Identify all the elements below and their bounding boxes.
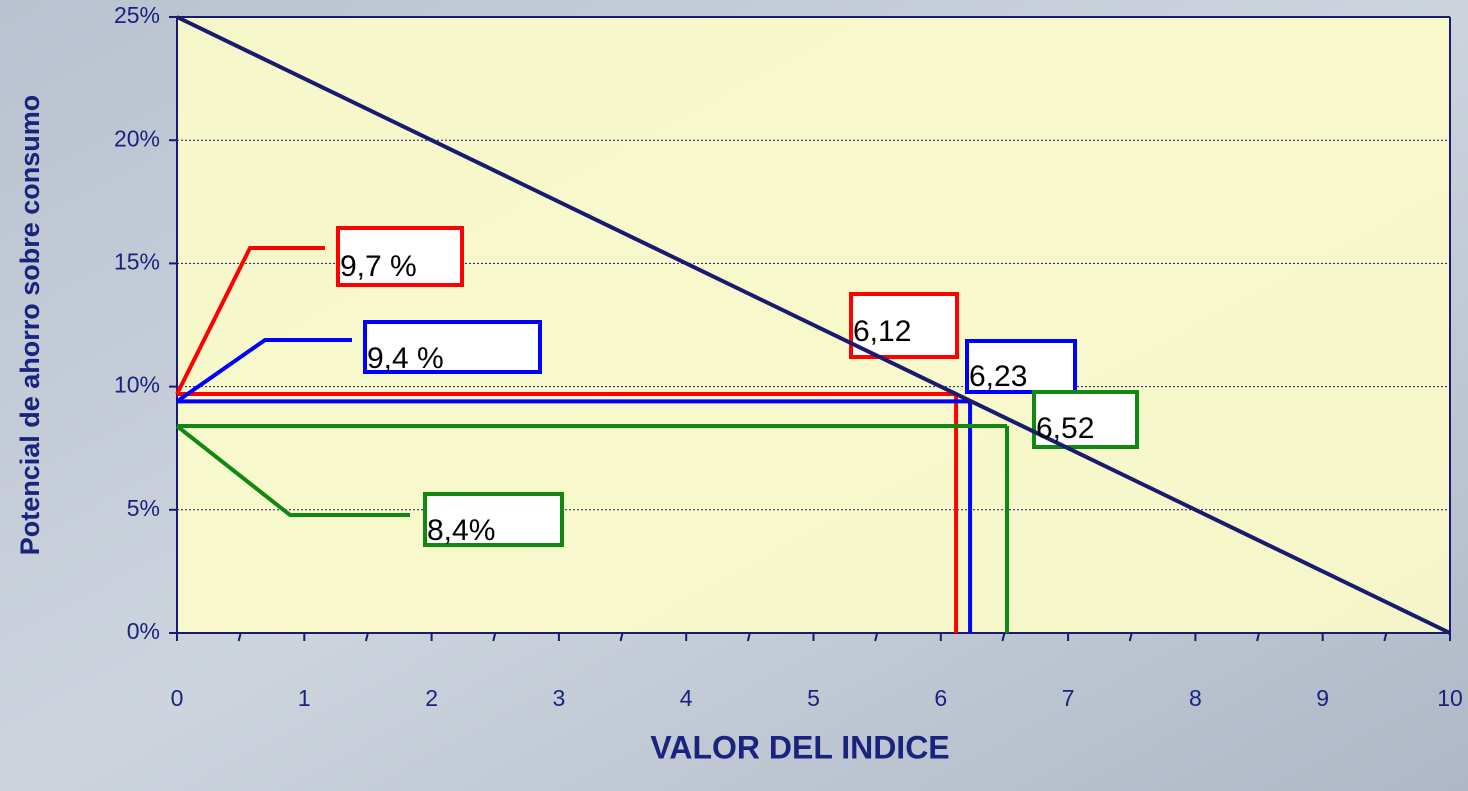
x-tick-label: 7 [1062,685,1075,711]
x-tick-label: 0 [171,685,184,711]
y-value-label: 9,7 % [340,250,417,283]
x-minor-tick [492,632,497,642]
y-tick-label: 5% [127,495,160,521]
y-value-label: 8,4% [427,514,495,547]
leader [175,338,352,404]
x-minor-tick [874,632,879,642]
x-value-label: 6,23 [969,360,1027,393]
x-minor-tick [1383,632,1388,642]
x-axis-title: VALOR DEL INDICE [650,729,949,765]
leader [175,246,325,395]
x-minor-tick [619,632,624,642]
line [176,15,1451,635]
y-tick-label: 15% [114,248,160,274]
label-box [423,492,564,547]
y-value-label: 9,4 % [367,342,444,375]
label-box [849,292,959,359]
y-tick-label: 0% [127,618,160,644]
x-tick-label: 10 [1437,685,1463,711]
label-box [965,339,1077,394]
y-tick-label: 10% [114,372,160,398]
x-tick-label: 3 [553,685,566,711]
x-tick-label: 1 [298,685,311,711]
x-tick-label: 5 [807,685,820,711]
y-tick-label: 25% [114,2,160,28]
label-box [363,320,542,374]
x-tick-label: 9 [1316,685,1329,711]
x-minor-tick [1128,632,1133,642]
x-value-label: 6,52 [1036,412,1094,445]
x-minor-tick [1001,632,1006,642]
x-tick-label: 4 [680,685,693,711]
x-minor-tick [1256,632,1261,642]
x-minor-tick [237,632,242,642]
x-value-label: 6,12 [853,315,911,348]
y-tick-label: 20% [114,125,160,151]
x-tick-label: 6 [934,685,947,711]
x-tick-label: 8 [1189,685,1202,711]
x-tick-label: 2 [425,685,438,711]
x-minor-tick [746,632,751,642]
leader [175,424,410,517]
label-box [336,226,464,287]
x-minor-tick [364,632,369,642]
y-axis-title: Potencial de ahorro sobre consumo [15,95,45,556]
